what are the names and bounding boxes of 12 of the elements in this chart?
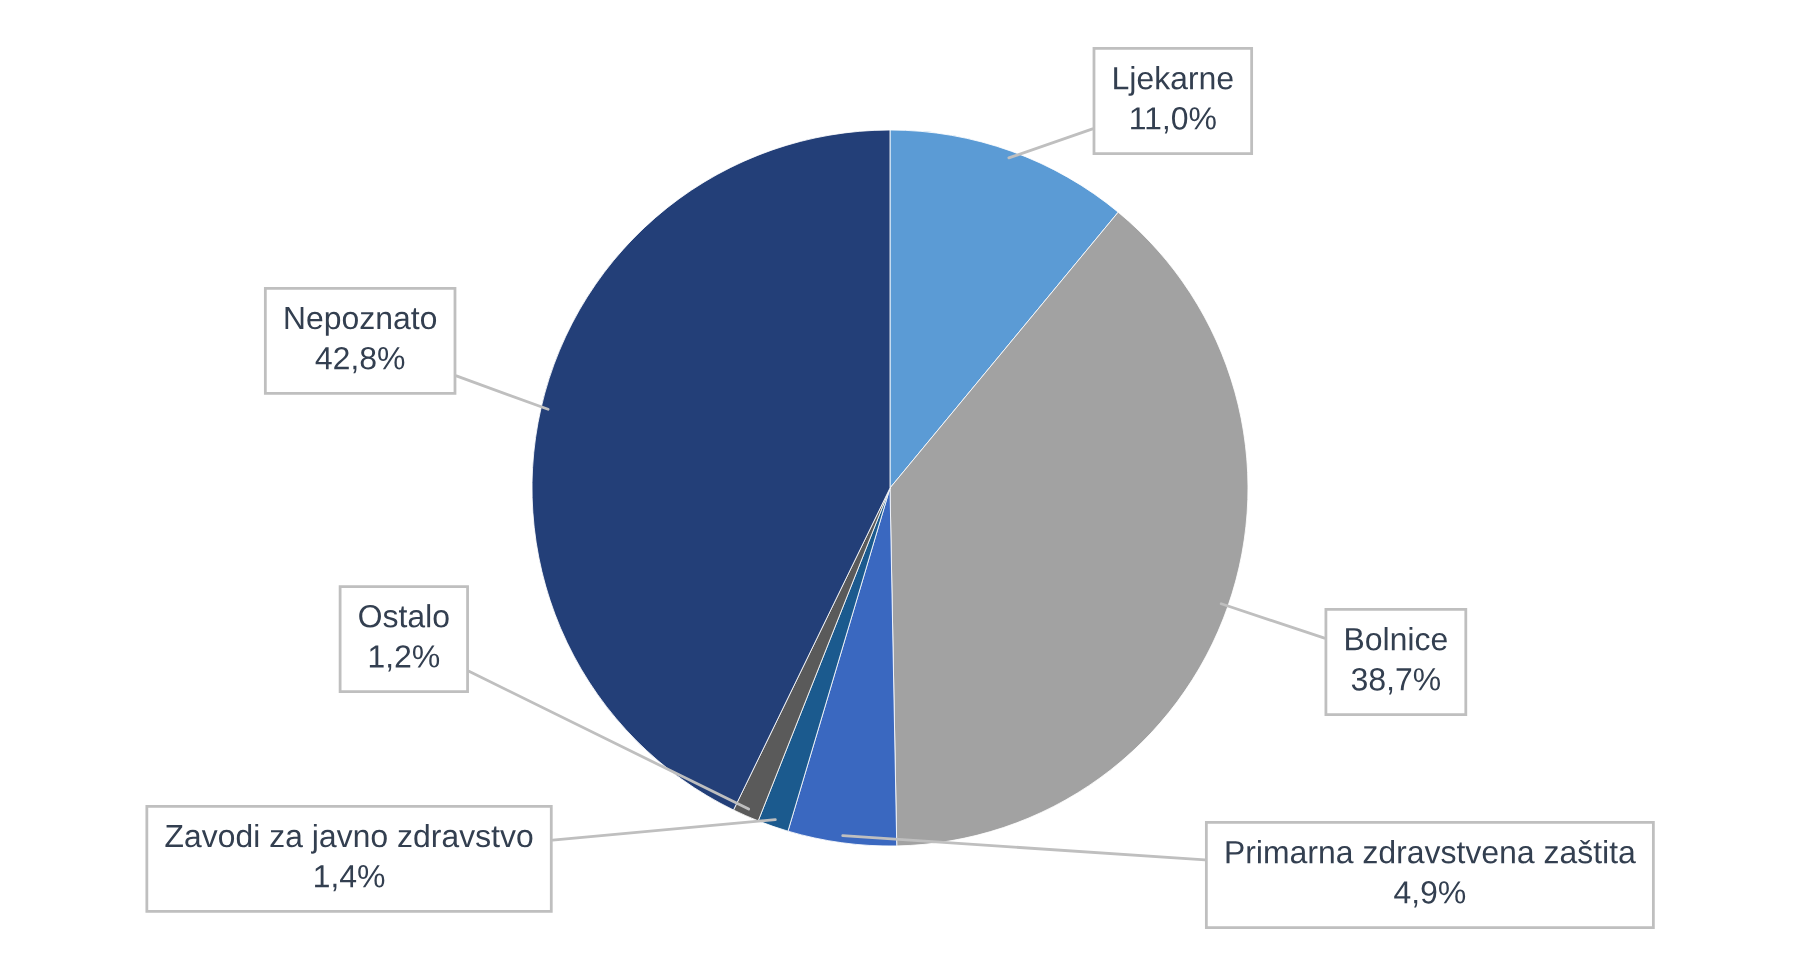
slice-label: Bolnice: [1346, 627, 1447, 651]
data-label: 42,8%: [315, 346, 405, 374]
data-label: 1,4%: [315, 865, 385, 892]
data-label: 11,0%: [1131, 107, 1216, 134]
slice-label: Nepoznato: [285, 307, 437, 336]
data-label: 1,2%: [369, 645, 440, 672]
slice-label: Ostalo: [359, 604, 449, 628]
slice-label: Primarna zdravstvena zaštita: [1226, 839, 1636, 864]
slice-label: Zavodi za javno zdravstvo: [165, 823, 533, 854]
data-label: 38,7%: [1351, 668, 1441, 695]
data-label: 4,9%: [1394, 881, 1466, 908]
slice-label: Ljekarne: [1114, 66, 1233, 96]
